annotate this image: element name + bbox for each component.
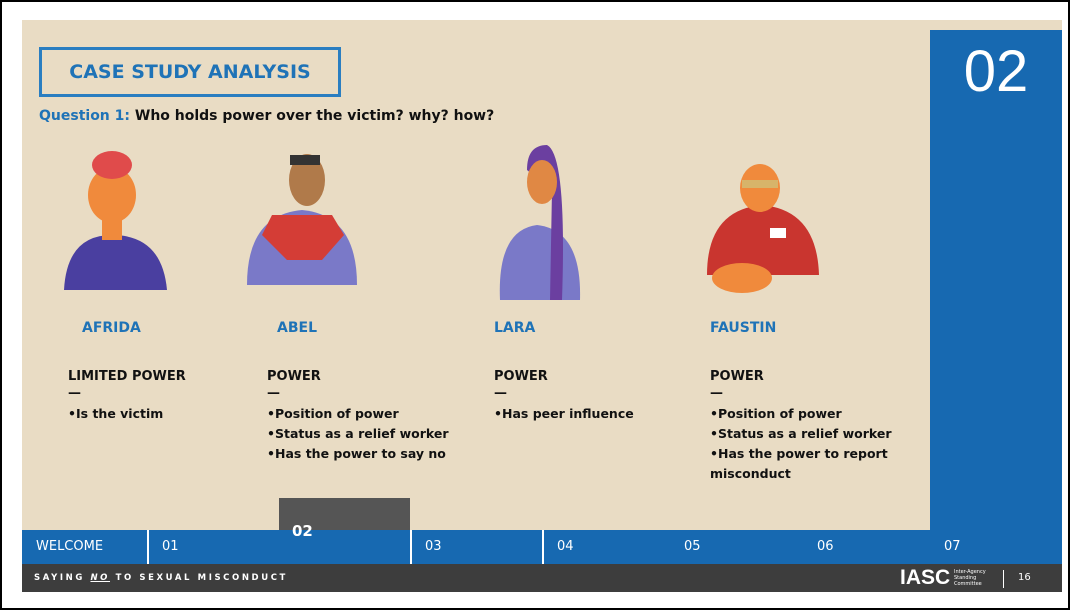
- nav-item[interactable]: WELCOME: [36, 539, 104, 554]
- logo-small: Inter-Agency Standing Committee: [954, 569, 986, 587]
- abel-figure: [247, 154, 357, 285]
- question-label: Question 1:: [39, 108, 130, 124]
- dash: —: [494, 386, 507, 401]
- bullet: •Has the power to say no: [267, 446, 446, 461]
- faustin-figure: [707, 164, 819, 293]
- footer-divider: [1003, 570, 1004, 588]
- slide: CASE STUDY ANALYSIS Question 1: Who hold…: [22, 20, 1062, 592]
- bullet-text: Has peer influence: [502, 406, 634, 421]
- bullet: •Position of power: [710, 406, 842, 421]
- afrida-figure: [64, 151, 167, 290]
- dash: —: [267, 386, 280, 401]
- nav-separator: [147, 530, 149, 564]
- person-name: FAUSTIN: [710, 320, 777, 336]
- footer-part: TO SEXUAL MISCONDUCT: [115, 573, 288, 583]
- bullet: •Has the power to report misconduct: [710, 446, 888, 481]
- footer-text: SAYING NO TO SEXUAL MISCONDUCT: [34, 564, 288, 592]
- footer-emphasis: NO: [90, 573, 111, 583]
- section-number: 02: [963, 39, 1029, 104]
- logo: IASC: [900, 566, 951, 589]
- nav-item[interactable]: 07: [944, 539, 961, 554]
- nav-separator: [542, 530, 544, 564]
- person-name: LARA: [494, 320, 536, 336]
- section-panel: [930, 30, 1062, 530]
- logo-line: Committee: [954, 581, 982, 587]
- bullet-text: Status as a relief worker: [275, 426, 449, 441]
- person-name: AFRIDA: [82, 320, 141, 336]
- person-name: ABEL: [277, 320, 317, 336]
- nav-item[interactable]: 01: [162, 539, 179, 554]
- logo-line: Standing: [954, 575, 977, 581]
- bullet-text: Has the power to report misconduct: [710, 446, 888, 481]
- bullet-text: Position of power: [275, 406, 399, 421]
- page-number: 16: [1018, 572, 1031, 583]
- bullet: •Position of power: [267, 406, 399, 421]
- illustrations: [64, 145, 819, 300]
- power-level: POWER: [710, 369, 764, 384]
- bullet: •Status as a relief worker: [710, 426, 892, 441]
- nav-item[interactable]: 03: [425, 539, 442, 554]
- nav-item[interactable]: 04: [557, 539, 574, 554]
- lara-figure: [499, 145, 581, 300]
- bullet: •Status as a relief worker: [267, 426, 449, 441]
- dash: —: [710, 386, 723, 401]
- nav-item[interactable]: 05: [684, 539, 701, 554]
- bullet-text: Status as a relief worker: [718, 426, 892, 441]
- bullet: •Has peer influence: [494, 406, 634, 421]
- bullet-text: Has the power to say no: [275, 446, 446, 461]
- nav-item[interactable]: 02: [292, 522, 313, 540]
- bullet: •Is the victim: [68, 406, 164, 421]
- dash: —: [68, 386, 81, 401]
- power-level: POWER: [494, 369, 548, 384]
- bullet-text: Is the victim: [76, 406, 164, 421]
- power-level: POWER: [267, 369, 321, 384]
- nav-separator: [410, 530, 412, 564]
- power-level: LIMITED POWER: [68, 369, 186, 384]
- footer-part: SAYING: [34, 573, 85, 583]
- bullet-text: Position of power: [718, 406, 842, 421]
- nav-item[interactable]: 06: [817, 539, 834, 554]
- logo-line: Inter-Agency: [954, 569, 986, 575]
- question-text: Who holds power over the victim? why? ho…: [134, 108, 495, 124]
- footer-bar: [22, 564, 1062, 592]
- question: Question 1: Who holds power over the vic…: [39, 108, 494, 124]
- title: CASE STUDY ANALYSIS: [39, 47, 341, 97]
